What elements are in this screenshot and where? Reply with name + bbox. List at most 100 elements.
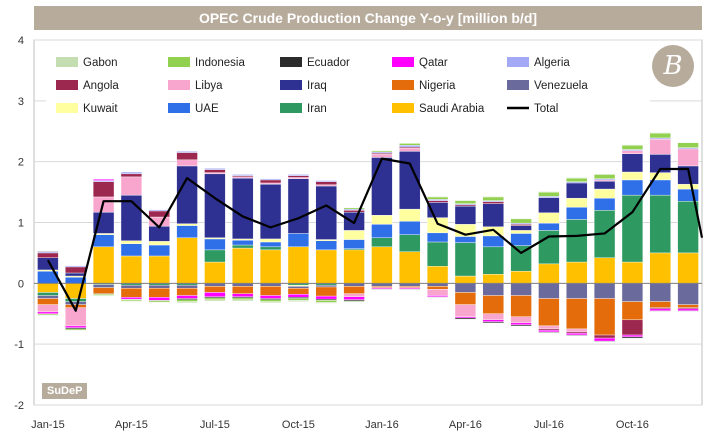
bar-segment-qatar: [65, 325, 87, 328]
bar-segment-kuwait: [677, 183, 699, 190]
bar-segment-ecuador: [426, 296, 449, 298]
bar-segment-qatar: [148, 297, 170, 301]
bar-segment-venezuela: [482, 283, 504, 296]
bar-segment-kuwait: [259, 238, 282, 243]
legend-label-libya: Libya: [195, 80, 223, 92]
bar-segment-uae: [315, 240, 337, 251]
legend-label-venezuela: Venezuela: [534, 80, 588, 92]
legend-swatch-venezuela: [507, 80, 529, 90]
bar-segment-venezuela: [566, 283, 588, 299]
bar-segment-iran: [259, 246, 282, 251]
x-tick-label: Apr-15: [115, 419, 148, 431]
legend-background: [46, 48, 650, 120]
bar-segment-ecuador: [538, 331, 560, 333]
bar-segment-uae: [148, 244, 170, 257]
bar-segment-ecuador: [621, 336, 644, 339]
bar-segment-venezuela: [37, 295, 59, 299]
bar-segment-uae: [399, 221, 421, 235]
bar-segment-saudi-arabia: [232, 247, 254, 284]
bar-segment-kuwait: [343, 230, 365, 240]
bar-segment-angola: [120, 173, 143, 178]
bar-segment-libya: [37, 304, 59, 313]
x-tick-label: Apr-16: [449, 419, 482, 431]
bar-segment-libya: [538, 325, 560, 330]
bar-segment-ecuador: [454, 317, 477, 320]
y-tick-label: 3: [18, 96, 24, 108]
legend-label-gabon: Gabon: [83, 57, 118, 69]
bar-segment-gabon: [677, 141, 699, 144]
bar-segment-qatar: [92, 179, 115, 181]
legend-label-iran: Iran: [307, 103, 327, 115]
bar-segment-libya: [399, 148, 421, 152]
bar-segment-algeria: [287, 174, 310, 176]
bar-segment-gabon: [315, 301, 337, 304]
bar-segment-kuwait: [399, 208, 421, 222]
bar-segment-gabon: [566, 177, 588, 179]
bar-segment-angola: [204, 169, 226, 173]
bar-segment-indonesia: [538, 191, 560, 197]
bar-segment-nigeria: [649, 301, 671, 308]
bar-segment-angola: [287, 175, 310, 178]
bar-segment-nigeria: [37, 298, 59, 305]
bar-segment-indonesia: [510, 218, 532, 224]
bar-segment-saudi-arabia: [315, 249, 337, 284]
bar-segment-iran: [371, 237, 393, 248]
bar-segment-indonesia: [371, 150, 393, 153]
bar-segment-indonesia: [343, 207, 365, 210]
bar-segment-gabon: [176, 301, 198, 304]
bar-segment-saudi-arabia: [482, 274, 504, 284]
bar-segment-nigeria: [148, 288, 170, 298]
bar-segment-ecuador: [677, 310, 699, 312]
bar-segment-kuwait: [371, 214, 393, 225]
chart-title: OPEC Crude Production Change Y-o-y [mill…: [34, 6, 702, 30]
bar-segment-uae: [204, 238, 226, 251]
x-tick-label: Jan-16: [365, 419, 399, 431]
bar-segment-saudi-arabia: [371, 246, 393, 284]
bar-segment-saudi-arabia: [621, 261, 644, 284]
bar-segment-indonesia: [566, 177, 588, 182]
bar-segment-libya: [649, 138, 671, 155]
bar-segment-iraq: [65, 272, 87, 277]
bar-segment-saudi-arabia: [343, 249, 365, 284]
bar-segment-angola: [593, 334, 616, 339]
bar-segment-qatar: [37, 311, 59, 314]
bar-segment-indonesia: [399, 143, 421, 146]
bar-segment-gabon: [649, 132, 671, 134]
bar-segment-venezuela: [287, 286, 310, 289]
legend-label-ecuador: Ecuador: [307, 57, 350, 69]
sudep-watermark: SuDeP: [42, 383, 88, 399]
bar-segment-angola: [259, 179, 282, 184]
bar-segment-indonesia: [454, 200, 477, 204]
bar-segment-saudi-arabia: [593, 257, 616, 284]
bar-segment-iraq: [566, 182, 588, 199]
bar-segment-gabon: [343, 300, 365, 303]
legend-swatch-saudi-arabia: [392, 103, 414, 113]
bar-segment-qatar: [315, 295, 337, 300]
bar-segment-nigeria: [426, 286, 449, 290]
bar-segment-indonesia: [232, 297, 254, 300]
bar-segment-uae: [120, 243, 143, 257]
bar-segment-nigeria: [593, 298, 616, 336]
bar-segment-algeria: [65, 265, 87, 268]
bar-segment-qatar: [566, 333, 588, 336]
bar-segment-uae: [92, 234, 115, 248]
bar-segment-venezuela: [176, 284, 198, 289]
bar-segment-libya: [371, 154, 393, 158]
bar-segment-qatar: [649, 308, 671, 311]
bar-segment-nigeria: [120, 288, 143, 298]
bar-segment-gabon: [510, 218, 532, 220]
bar-segment-nigeria: [343, 286, 365, 294]
bar-segment-iran: [426, 241, 449, 267]
y-tick-label: 1: [18, 218, 24, 230]
bar-segment-qatar: [482, 319, 504, 322]
bar-segment-nigeria: [315, 286, 337, 297]
legend-swatch-iraq: [280, 80, 302, 90]
bar-segment-iraq: [621, 153, 644, 173]
bar-segment-venezuela: [148, 284, 170, 289]
legend-label-algeria: Algeria: [534, 57, 570, 69]
bar-segment-indonesia: [176, 299, 198, 302]
y-tick-label: 2: [18, 157, 24, 169]
legend-label-uae: UAE: [195, 103, 219, 115]
bar-segment-iran: [204, 249, 226, 263]
bar-segment-indonesia: [621, 145, 644, 150]
